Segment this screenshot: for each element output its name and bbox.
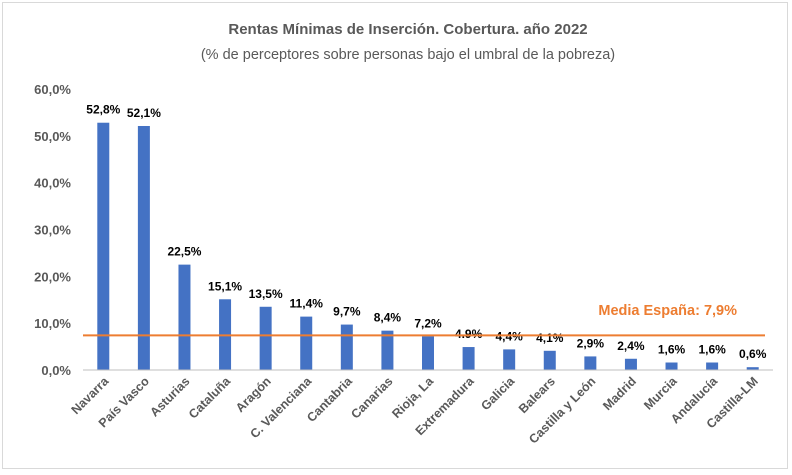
bar (300, 316, 313, 370)
y-tick-label: 50,0% (34, 129, 71, 144)
data-label: 52,8% (86, 103, 120, 117)
x-tick-label: Cantabria (304, 373, 355, 424)
data-label: 7,2% (414, 316, 442, 330)
chart-subtitle: (% de perceptores sobre personas bajo el… (201, 47, 615, 63)
x-tick-label: Murcia (641, 373, 680, 412)
data-label: 9,7% (333, 305, 361, 319)
bar (584, 356, 597, 370)
bar (462, 347, 475, 370)
x-tick-label: Aragón (233, 374, 274, 415)
x-tick-label: Madrid (600, 374, 639, 413)
bar (340, 324, 353, 370)
y-tick-label: 10,0% (34, 316, 71, 331)
data-label: 0,6% (739, 347, 767, 361)
x-tick-label: Canarias (348, 374, 395, 421)
x-tick-label: Galicia (478, 373, 518, 413)
bar (178, 264, 191, 370)
data-label: 1,6% (698, 343, 726, 357)
bar (624, 358, 637, 370)
bar (706, 362, 719, 370)
data-label: 2,9% (577, 336, 605, 350)
data-label: 4,4% (495, 329, 523, 343)
data-label: 8,4% (374, 311, 402, 325)
x-tick-label: Cataluña (186, 373, 234, 421)
chart-frame: Rentas Mínimas de Inserción. Cobertura. … (2, 2, 788, 469)
y-axis: 0,0% 10,0% 20,0% 30,0% 40,0% 50,0% 60,0% (34, 82, 71, 378)
bar (543, 350, 556, 370)
bar (381, 330, 394, 370)
bar (137, 125, 150, 370)
y-tick-label: 30,0% (34, 223, 71, 238)
y-tick-label: 0,0% (41, 363, 71, 378)
data-label: 4.9% (455, 327, 483, 341)
data-label: 52,1% (127, 106, 161, 120)
bar (503, 349, 516, 370)
bar (665, 362, 678, 370)
reference-line-label: Media España: 7,9% (598, 303, 737, 319)
y-tick-label: 40,0% (34, 176, 71, 191)
data-labels: 52,8% 52,1% 22,5% 15,1% 13,5% 11,4% 9,7% 8,4% 7,… (86, 103, 766, 361)
bar (746, 367, 759, 370)
chart-title: Rentas Mínimas de Inserción. Cobertura. … (228, 21, 587, 38)
data-label: 15,1% (208, 279, 242, 293)
y-tick-label: 20,0% (34, 269, 71, 284)
bar (259, 306, 272, 370)
data-label: 1,6% (658, 343, 686, 357)
data-label: 13,5% (249, 287, 283, 301)
bar (97, 122, 110, 370)
bar-chart: Rentas Mínimas de Inserción. Cobertura. … (34, 21, 773, 447)
data-label: 2,4% (617, 339, 645, 353)
data-label: 11,4% (290, 297, 324, 311)
data-label: 4,1% (536, 331, 564, 345)
bar (422, 336, 434, 370)
data-label: 22,5% (167, 245, 201, 259)
y-tick-label: 60,0% (34, 82, 71, 97)
